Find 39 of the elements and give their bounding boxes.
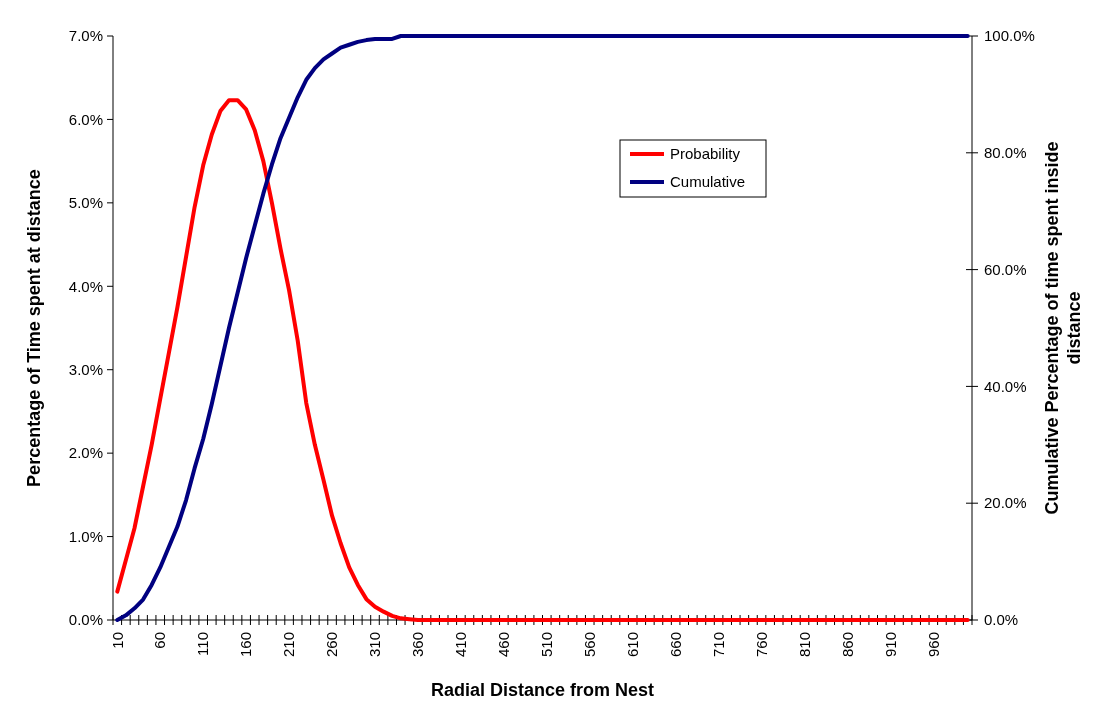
x-tick-label: 510 [538,632,556,658]
x-tick-label: 410 [452,632,470,658]
y-tick-label: 7.0% [68,27,103,45]
x-tick-label: 560 [580,632,598,658]
x-tick-label: 710 [709,632,727,658]
y2-axis-title: Cumulative Percentage of time spent inside distance [1042,141,1084,515]
y-tick-label: 6.0% [68,110,103,128]
x-tick-label: 160 [237,632,255,658]
legend-label: Probability [670,145,741,163]
x-tick-label: 310 [366,632,384,658]
x-tick-label: 610 [623,632,641,658]
y2-tick-label: 60.0% [984,260,1027,278]
y-tick-label: 5.0% [68,194,103,212]
y-axis-title: Percentage of Time spent at distance [24,169,44,487]
x-tick-label: 660 [666,632,684,658]
y-tick-label: 0.0% [68,611,103,629]
x-tick-label: 360 [409,632,427,658]
x-tick-label: 10 [108,632,126,649]
x-tick-label: 960 [924,632,942,658]
x-tick-label: 210 [280,632,298,658]
x-tick-label: 760 [752,632,770,658]
y2-tick-label: 0.0% [984,611,1019,629]
x-tick-label: 860 [838,632,856,658]
x-tick-label: 810 [795,632,813,658]
y2-tick-label: 20.0% [984,494,1027,512]
y2-tick-label: 80.0% [984,144,1027,162]
y2-tick-label: 40.0% [984,377,1027,395]
legend-label: Cumulative [670,173,746,191]
y-tick-label: 1.0% [68,527,103,545]
y-tick-label: 4.0% [68,277,103,295]
x-axis-title: Radial Distance from Nest [430,680,655,700]
x-tick-label: 260 [323,632,341,658]
y2-tick-label: 100.0% [984,27,1035,45]
x-tick-label: 110 [194,632,212,656]
x-tick-label: 910 [881,632,899,658]
y-tick-label: 3.0% [68,360,103,378]
x-tick-label: 460 [495,632,513,658]
x-tick-label: 60 [151,632,169,649]
y-tick-label: 2.0% [68,444,103,462]
